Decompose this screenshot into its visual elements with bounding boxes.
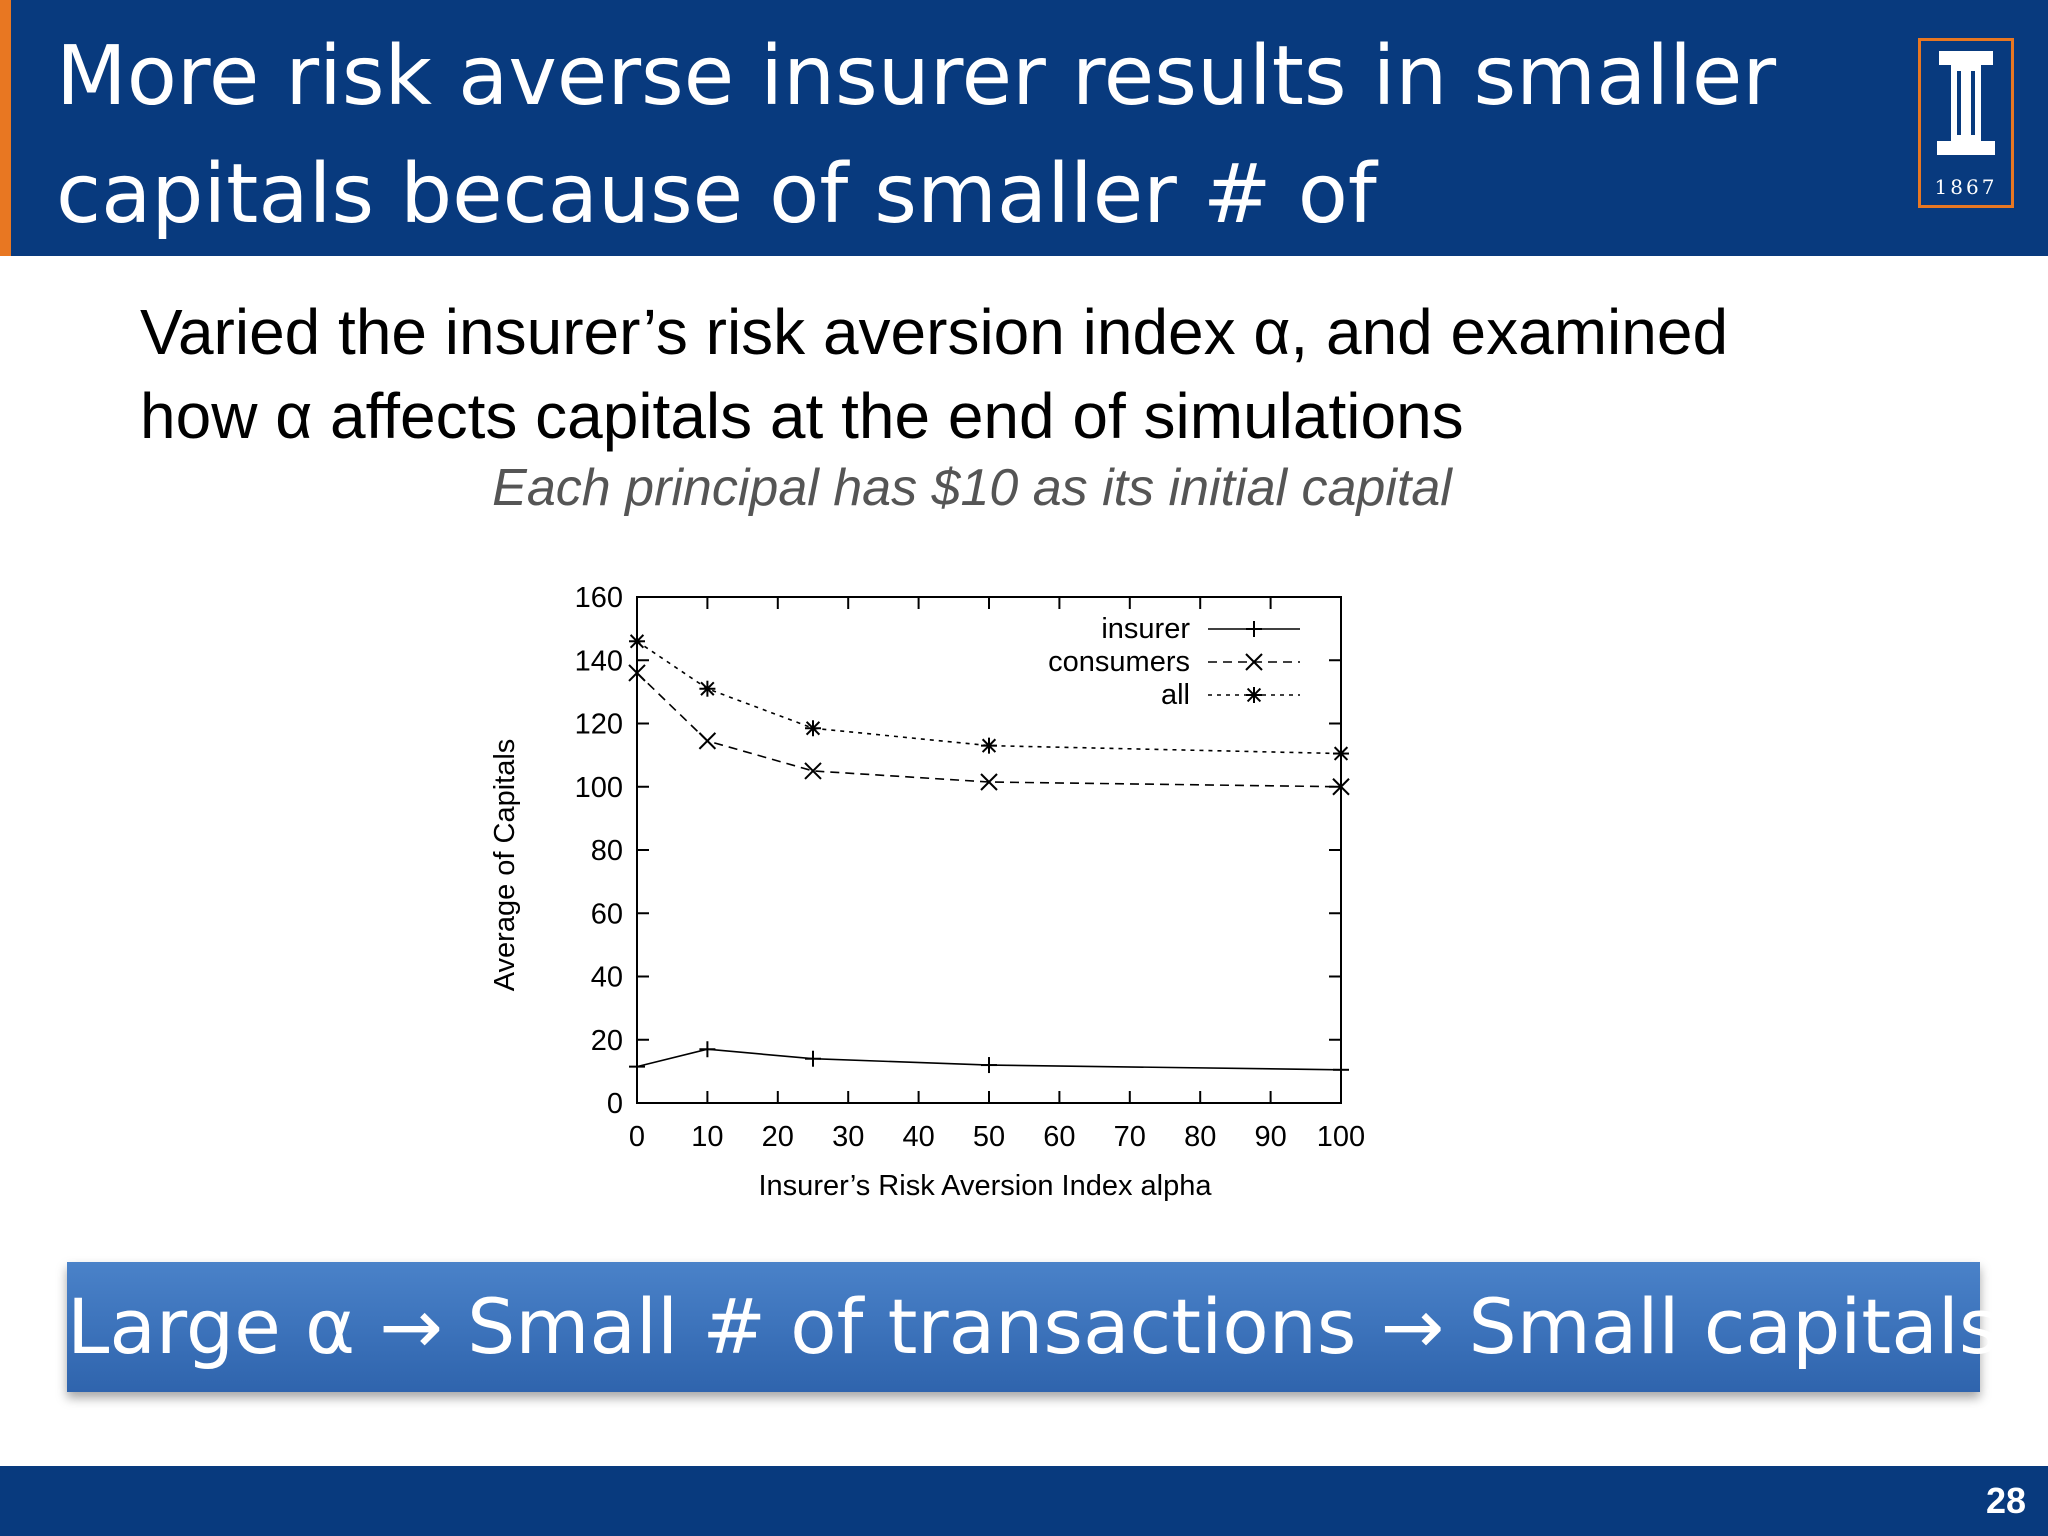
slide-title-line-2: capitals because of smaller # of transac…	[56, 147, 1377, 360]
plot-frame	[636, 596, 1342, 1104]
y-tick-label: 60	[591, 898, 623, 930]
y-tick-label: 40	[591, 962, 623, 994]
y-tick-label: 0	[607, 1088, 623, 1120]
data-point-all	[1333, 746, 1349, 761]
y-tick-label: 80	[591, 835, 623, 867]
body-line-1: Varied the insurer’s risk aversion index…	[140, 296, 1729, 368]
x-tick-label: 50	[973, 1121, 1005, 1153]
header-accent-bar	[0, 0, 11, 256]
data-point-all	[700, 681, 715, 696]
data-point-all	[981, 738, 997, 753]
data-point-consumers	[628, 664, 646, 682]
series-line-consumers	[636, 672, 1342, 788]
slide-footer: 28	[0, 1466, 2048, 1536]
data-point-all	[805, 721, 821, 736]
x-tick-label: 60	[1043, 1121, 1075, 1153]
slide-header: More risk averse insurer results in smal…	[0, 0, 2048, 360]
logo-year: 1867	[1934, 175, 1998, 199]
y-tick-label: 140	[575, 645, 623, 677]
x-tick-label: 100	[1317, 1121, 1365, 1153]
subnote: Each principal has $10 as its initial ca…	[492, 459, 1452, 517]
x-tick-label: 70	[1114, 1121, 1146, 1153]
x-tick-label: 30	[832, 1121, 864, 1153]
body-line-2: how α affects capitals at the end of sim…	[140, 380, 1464, 452]
x-tick-label: 10	[691, 1121, 723, 1153]
x-tick-label: 80	[1184, 1121, 1216, 1153]
chart-svg: Average of Capitals Insurer’s Risk Avers…	[489, 582, 1366, 1202]
y-tick-label: 160	[575, 582, 623, 614]
chart-plot-area: 0 10 20 30 40 50 60 70 80 90 100 0 20 40 60 80 100 120 140…	[575, 582, 1366, 1153]
chart-x-axis-label: Insurer’s Risk Aversion Index alpha	[759, 1170, 1213, 1202]
data-point-all	[629, 634, 645, 649]
x-tick-label: 0	[629, 1121, 645, 1153]
slide-title: More risk averse insurer results in smal…	[56, 18, 1896, 372]
data-point-consumers	[698, 732, 717, 750]
chart-y-axis-label: Average of Capitals	[489, 739, 521, 992]
legend-marker-consumers	[1245, 653, 1263, 671]
page-number: 28	[1985, 1480, 2026, 1521]
data-point-consumers	[804, 762, 822, 780]
legend-label-all: all	[1161, 679, 1190, 711]
column-logo-icon	[1937, 51, 1995, 155]
x-tick-label: 40	[902, 1121, 934, 1153]
university-logo: 1867	[1918, 38, 2014, 208]
conclusion-callout: Large α → Small # of transactions → Smal…	[67, 1262, 1999, 1392]
data-point-consumers	[1332, 778, 1350, 796]
data-point-consumers	[980, 773, 998, 791]
x-tick-label: 90	[1254, 1121, 1286, 1153]
capitals-chart: Average of Capitals Insurer’s Risk Avers…	[470, 570, 1400, 1210]
x-tick-label: 20	[762, 1121, 794, 1153]
y-tick-label: 100	[575, 772, 623, 804]
legend-label-consumers: consumers	[1048, 646, 1190, 678]
y-tick-label: 20	[591, 1025, 623, 1057]
legend-label-insurer: insurer	[1101, 613, 1190, 645]
slide-title-line-1: More risk averse insurer results in smal…	[56, 29, 1777, 124]
series-line-all	[636, 640, 1342, 755]
y-tick-label: 120	[575, 709, 623, 741]
body-text: Varied the insurer’s risk aversion index…	[140, 290, 1940, 458]
legend-marker-all	[1246, 687, 1262, 703]
